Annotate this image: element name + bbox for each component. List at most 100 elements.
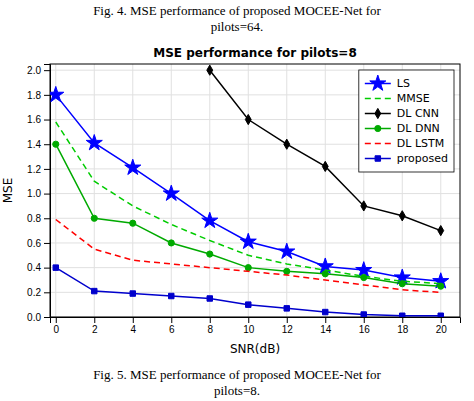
x-tick-label: 6 (169, 324, 175, 335)
y-tick-mark (44, 292, 50, 293)
y-tick-mark (44, 268, 50, 269)
y-tick: 1.6 (27, 114, 50, 125)
point (207, 65, 213, 75)
plot: 024681012141618200.00.20.40.60.81.01.21.… (1, 64, 461, 356)
caption: Fig. 4. MSE performance of proposed MOCE… (93, 3, 381, 34)
y-tick-label: 1.8 (27, 90, 41, 101)
x-tick-mark (325, 317, 326, 323)
legend-marker (375, 125, 381, 131)
y-tick: 1.0 (27, 188, 50, 199)
x-tick: 16 (359, 317, 371, 335)
y-tick: 1.4 (27, 139, 50, 150)
y-tick: 0.8 (27, 213, 50, 224)
series (53, 265, 443, 317)
point (438, 313, 443, 317)
y-tick: 1.2 (27, 164, 50, 175)
point (399, 281, 405, 287)
point (207, 296, 212, 301)
point (400, 313, 405, 317)
grid-line (50, 218, 460, 219)
x-tick-label: 12 (282, 324, 294, 335)
y-tick: 0.2 (27, 287, 50, 298)
caption-line: pilots=64. (211, 19, 263, 34)
x-axis-title: SNR(dB) (230, 342, 280, 356)
point (438, 226, 444, 236)
y-tick: 1.8 (27, 90, 50, 101)
y-tick-label: 1.4 (27, 139, 41, 150)
point (130, 291, 135, 296)
point (91, 215, 97, 221)
x-tick: 6 (169, 317, 175, 335)
x-tick-mark (402, 317, 403, 323)
legend-item: DL DNN (365, 122, 440, 135)
y-tick-label: 0.8 (27, 213, 41, 224)
point (399, 211, 405, 221)
point (163, 185, 179, 200)
y-tick-label: 0.4 (27, 262, 41, 273)
y-tick-label: 0.2 (27, 287, 41, 298)
legend-label: LS (397, 77, 410, 90)
legend-box (359, 70, 454, 172)
y-tick-label: 2.0 (27, 65, 41, 76)
point (50, 86, 64, 101)
x-tick-label: 8 (207, 324, 213, 335)
point (245, 114, 251, 124)
grid-line (325, 64, 326, 317)
grid-line (50, 193, 460, 194)
point (322, 161, 328, 171)
grid-line (94, 64, 95, 317)
point (86, 135, 102, 150)
y-tick-mark (44, 243, 50, 244)
point (240, 233, 256, 248)
legend-label: DL LSTM (397, 137, 444, 150)
x-tick: 12 (282, 317, 294, 335)
legend-marker (370, 75, 386, 90)
y-tick-label: 1.6 (27, 114, 41, 125)
x-tick: 4 (130, 317, 136, 335)
point (53, 265, 58, 270)
legend-label: DL DNN (397, 122, 440, 135)
legend-swatch (365, 143, 391, 145)
x-tick-mark (287, 317, 288, 323)
x-tick-mark (364, 317, 365, 323)
point (125, 159, 141, 174)
point (245, 265, 251, 271)
caption-line: Fig. 4. MSE performance of proposed MOCE… (93, 3, 381, 18)
y-tick-mark (44, 218, 50, 219)
legend-item: MMSE (365, 92, 430, 105)
grid-line (132, 64, 133, 317)
x-tick-label: 2 (92, 324, 98, 335)
x-tick-label: 16 (359, 324, 371, 335)
chart: Fig. 4. MSE performance of proposed MOCE… (0, 0, 474, 401)
y-tick: 0.0 (27, 312, 50, 323)
legend-label: MMSE (397, 92, 430, 105)
x-tick: 20 (436, 317, 448, 335)
point (361, 274, 367, 280)
grid-line (248, 64, 249, 317)
caption-line: pilots=8. (214, 383, 260, 398)
y-tick-label: 0.0 (27, 312, 41, 323)
y-axis-line (44, 65, 51, 318)
y-tick-mark (44, 169, 50, 170)
y-tick: 0.4 (27, 262, 50, 273)
x-tick-mark (56, 317, 57, 323)
y-tick-mark (44, 70, 50, 71)
point (323, 309, 328, 314)
x-axis: 02468101214161820 (51, 317, 461, 335)
point (322, 271, 328, 277)
legend-item: DL CNN (365, 107, 439, 120)
x-tick-mark (210, 317, 211, 323)
x-tick: 18 (397, 317, 409, 335)
caption: Fig. 5. MSE performance of proposed MOCE… (93, 367, 381, 398)
x-tick-label: 14 (320, 324, 332, 335)
point (130, 220, 136, 226)
y-tick-mark (44, 194, 50, 195)
x-tick-label: 0 (53, 324, 59, 335)
grid-line (55, 64, 56, 317)
legend-item: proposed (365, 152, 448, 165)
y-tick-label: 0.6 (27, 238, 41, 249)
caption-line: Fig. 5. MSE performance of proposed MOCE… (93, 367, 381, 382)
legend-marker (375, 108, 381, 118)
y-tick-mark (44, 317, 50, 318)
x-tick-label: 20 (436, 324, 448, 335)
